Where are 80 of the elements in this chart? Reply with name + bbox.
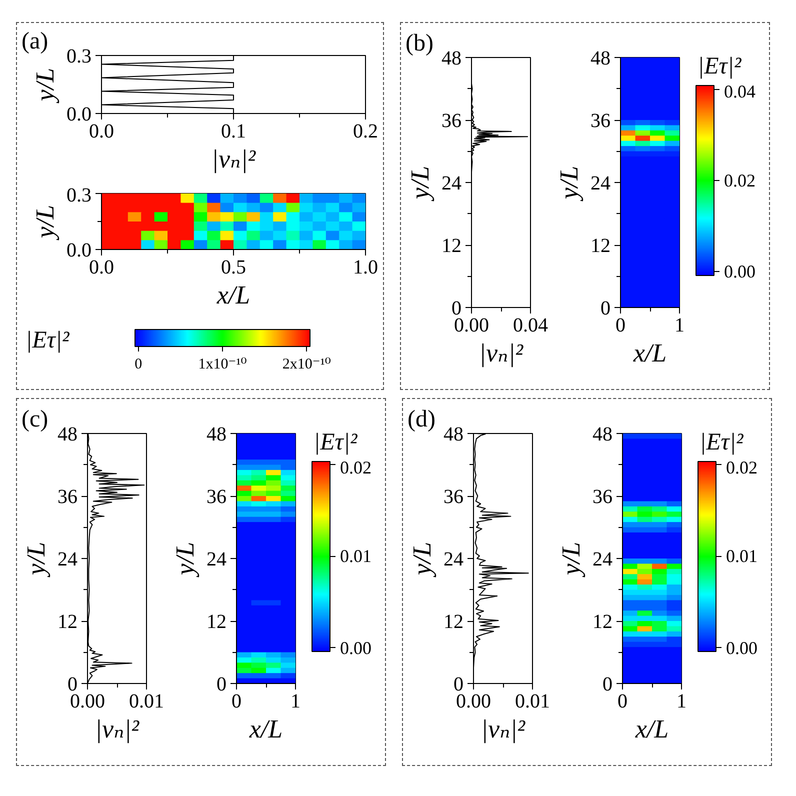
y-tick-label: 24 [206,548,226,570]
color-bar-label: 1x10⁻¹⁰ [198,356,247,372]
x-tick-label: 1 [290,690,300,712]
y-tick-label: 36 [444,486,464,508]
x-tick-label: 1.0 [353,256,378,278]
y-tick-label: 36 [592,486,612,508]
y-tick-label: 36 [58,486,78,508]
y-tick-label: 12 [444,611,464,633]
color-bar-label: 0.00 [726,638,758,658]
y-axis-title: y/L [30,204,60,242]
y-axis-title: y/L [30,68,60,104]
y-tick-label: 24 [444,548,464,570]
y-tick-label: 12 [58,611,78,633]
color-bar-label: 0.01 [340,546,372,566]
x-axis-title: x/L [248,714,283,744]
x-tick-label: 0.0 [89,120,114,142]
color-bar-label: 0.04 [724,82,756,102]
y-axis-title: y/L [406,166,434,202]
y-tick-label: 36 [206,486,226,508]
x-tick-label: 1 [674,314,684,336]
chart-title: (b) [406,30,434,56]
x-tick-label: 0.0 [89,256,114,278]
chart-title: (a) [22,28,48,54]
chart-title: (d) [408,406,436,432]
x-axis-title: |vₙ|² [478,338,524,368]
x-tick-label: 0.04 [513,314,548,336]
y-axis-title: y/L [556,542,586,578]
y-tick-label: 24 [590,172,610,194]
y-tick-label: 36 [590,110,610,132]
y-tick-label: 48 [592,424,612,446]
y-tick-label: 24 [592,548,612,570]
x-axis-title: |vₙ|² [480,714,526,744]
color-bar-title: |Eτ|² [314,430,358,456]
x-axis-title: x/L [632,338,667,368]
y-tick-label: 12 [442,235,462,257]
color-bar-title: |Eτ|² [26,328,70,354]
color-bar-label: 0.02 [340,458,372,478]
color-bar-label: 0 [134,356,142,372]
y-tick-label: 12 [592,611,612,633]
color-bar-label: 0.02 [724,170,756,190]
x-tick-label: 0.2 [353,120,378,142]
chart-title: (c) [22,406,48,432]
x-axis-title: |vₙ|² [211,144,257,174]
x-tick-label: 0.5 [221,256,246,278]
x-tick-label: 0.01 [515,690,550,712]
y-tick-label: 48 [590,48,610,70]
y-tick-label: 0 [216,674,226,696]
x-axis-title: |vₙ|² [94,714,140,744]
y-tick-label: 48 [58,424,78,446]
y-axis-title: y/L [22,542,50,578]
x-tick-label: 1 [676,690,686,712]
y-tick-label: 48 [442,48,462,70]
y-tick-label: 0 [600,298,610,320]
color-bar-label: 0.01 [726,546,758,566]
y-tick-label: 12 [590,235,610,257]
x-axis-title: x/L [634,714,669,744]
y-tick-label: 0 [602,674,612,696]
color-bar-label: 2x10⁻¹⁰ [282,356,331,372]
y-tick-label: 24 [442,172,462,194]
y-tick-label: 12 [206,611,226,633]
y-tick-label: 0.0 [66,240,92,262]
y-tick-label: 48 [444,424,464,446]
x-tick-label: 0 [618,690,628,712]
x-axis-title: x/L [216,280,250,310]
y-tick-label: 0.3 [66,184,92,206]
y-tick-label: 0.0 [66,104,92,126]
y-axis-title: y/L [170,542,200,578]
color-bar-label: 0.02 [726,458,758,478]
x-tick-label: 0.1 [221,120,246,142]
x-tick-label: 0 [232,690,242,712]
y-axis-title: y/L [554,166,584,202]
x-tick-label: 0.01 [129,690,164,712]
y-tick-label: 36 [442,110,462,132]
y-tick-label: 0.3 [66,46,92,68]
y-tick-label: 24 [58,548,78,570]
color-bar-title: |Eτ|² [698,54,742,80]
color-bar-label: 0.00 [340,638,372,658]
y-axis-title: y/L [408,542,436,578]
color-bar-title: |Eτ|² [700,430,744,456]
y-tick-label: 48 [206,424,226,446]
